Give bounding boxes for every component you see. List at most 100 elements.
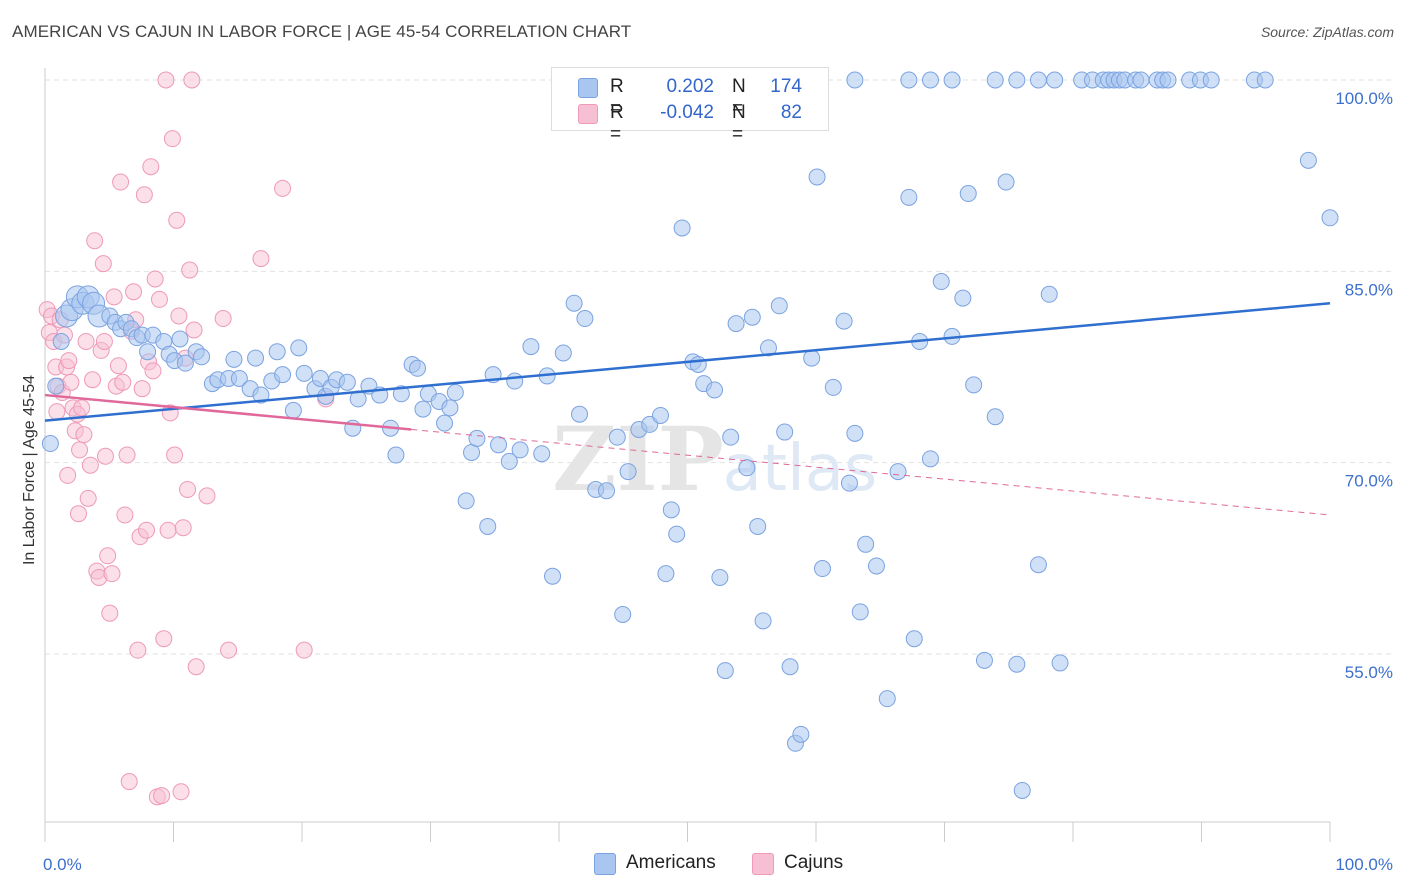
n-value: 174 [770, 76, 802, 97]
cajuns-point [79, 489, 97, 507]
cajuns-point [155, 630, 173, 648]
americans-point [722, 428, 740, 446]
y-tick-label: 55.0% [1345, 663, 1393, 682]
cajuns-point [125, 283, 143, 301]
americans-point [1040, 285, 1058, 303]
americans-point [230, 369, 248, 387]
r-value: 0.202 [666, 76, 714, 97]
r-value: -0.042 [660, 102, 714, 123]
americans-point [824, 378, 842, 396]
cajuns-point [101, 604, 119, 622]
cajuns-point [86, 232, 104, 250]
cajuns-point [144, 362, 162, 380]
americans-point [668, 525, 686, 543]
cajuns-point [95, 332, 113, 350]
americans-point [414, 400, 432, 418]
y-tick-label: 100.0% [1335, 89, 1393, 108]
americans-point [193, 348, 211, 366]
americans-point [436, 414, 454, 432]
cajuns-point [163, 130, 181, 148]
americans-point [554, 344, 572, 362]
americans-point [576, 310, 594, 328]
x-tick-label: 100.0% [1335, 855, 1393, 874]
americans-point [738, 459, 756, 477]
americans-point [490, 436, 508, 454]
americans-point [921, 450, 939, 468]
americans-point [571, 405, 589, 423]
r-label: R = [610, 102, 624, 145]
americans-point [479, 517, 497, 535]
cajuns-point [150, 290, 168, 308]
legend-label-americans: Americans [626, 852, 716, 873]
cajuns-point [295, 641, 313, 659]
americans-point [511, 441, 529, 459]
americans-point [727, 315, 745, 333]
americans-point [252, 386, 270, 404]
americans-points [41, 71, 1339, 799]
cajuns-swatch [752, 853, 774, 875]
cajuns-point [198, 487, 216, 505]
cajuns-point [185, 321, 203, 339]
cajuns-point [105, 288, 123, 306]
cajuns-points [38, 71, 335, 806]
cajuns-point [170, 307, 188, 325]
americans-point [986, 71, 1004, 89]
americans-point [813, 560, 831, 578]
americans-point [986, 408, 1004, 426]
americans-point [47, 377, 65, 395]
americans-point [932, 273, 950, 291]
cajuns-point [168, 211, 186, 229]
americans-point [749, 517, 767, 535]
americans-point [409, 359, 427, 377]
cajuns-point [138, 521, 156, 539]
americans-point [290, 339, 308, 357]
cajuns-point [116, 506, 134, 524]
cajuns-point [129, 641, 147, 659]
cajuns-point [174, 519, 192, 537]
americans-point [900, 188, 918, 206]
americans-point [1046, 71, 1064, 89]
americans-point [247, 349, 265, 367]
cajuns-point [181, 261, 199, 279]
cajuns-point [214, 310, 232, 328]
cajuns-point [179, 480, 197, 498]
cajuns-point [112, 173, 130, 191]
americans-point [792, 725, 810, 743]
americans-point [457, 492, 475, 510]
americans-point [808, 168, 826, 186]
cajuns-point [135, 186, 153, 204]
americans-point [41, 435, 59, 453]
cajuns-point [252, 250, 270, 268]
cajuns-point [183, 71, 201, 89]
cajuns-point [69, 505, 87, 523]
americans-point [533, 445, 551, 463]
cajuns-point [71, 441, 89, 459]
americans-point [608, 428, 626, 446]
americans-point [846, 424, 864, 442]
americans-point [387, 446, 405, 464]
americans-point [840, 474, 858, 492]
cajuns-swatch [578, 104, 598, 124]
tick-labels: 55.0% 70.0% 85.0% 100.0% 0.0% 100.0% [43, 89, 1393, 874]
americans-swatch [594, 853, 616, 875]
americans-point [268, 343, 286, 361]
americans-point [776, 423, 794, 441]
cajuns-point [166, 446, 184, 464]
americans-point [673, 219, 691, 237]
americans-point [1051, 654, 1069, 672]
americans-point [657, 565, 675, 583]
cajuns-point [109, 357, 127, 375]
americans-point [506, 372, 524, 390]
americans-point [846, 71, 864, 89]
cajuns-point [60, 352, 78, 370]
americans-point [835, 312, 853, 330]
americans-point [954, 289, 972, 307]
americans-point [1132, 71, 1150, 89]
americans-point [959, 185, 977, 203]
americans-point [52, 332, 70, 350]
americans-point [338, 373, 356, 391]
cajuns-point [187, 658, 205, 676]
americans-point [878, 690, 896, 708]
grid-layer [45, 79, 1393, 655]
correlation-legend: R = 0.202 N = 174 R = -0.042 N = 82 [551, 67, 829, 145]
